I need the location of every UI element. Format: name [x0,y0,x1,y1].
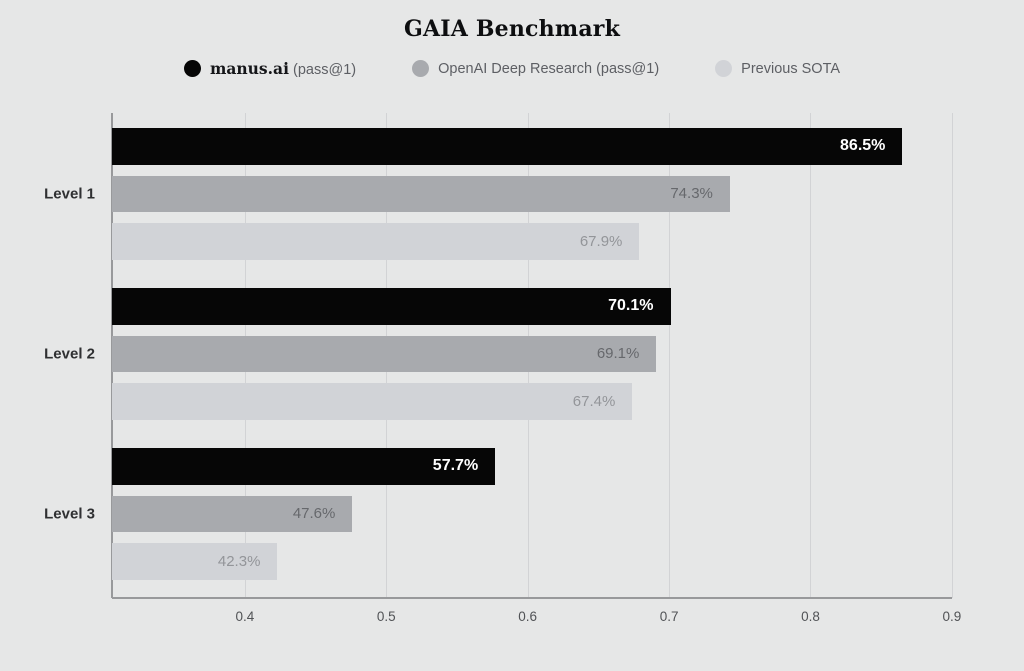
legend-item-openai-deep-research: OpenAI Deep Research (pass@1) [412,60,659,77]
bar-openai-deep-research-level-3: 47.6% [112,495,353,532]
gridline [810,113,812,598]
legend-label: Previous SOTA [741,60,841,77]
x-tick-label: 0.4 [235,609,255,624]
gridline [951,113,953,598]
x-tick-label: 0.8 [801,609,820,624]
legend-label: manus.ai (pass@1) [209,59,357,78]
bar-manus-ai-level-2: 70.1% [112,288,671,325]
x-axis-line [112,597,952,599]
legend-swatch-icon [183,60,201,77]
gridline [669,113,671,598]
bar-openai-deep-research-level-1: 74.3% [112,175,730,212]
plot-area: 0.4 0.5 0.6 0.7 0.8 0.9 86.5% 74.3% 67.9% Level 1… [44,113,1024,624]
x-tick-label: 0.7 [659,609,679,624]
bar-value-label: 67.9% [579,232,623,250]
bar-value-label: 86.5% [840,137,886,155]
legend-label: OpenAI Deep Research (pass@1) [438,60,660,77]
legend-swatch-icon [715,60,733,77]
x-tick-label: 0.9 [942,609,962,624]
bar-value-label: 69.1% [596,345,640,363]
bar-value-label: 74.3% [670,185,713,203]
bar-previous-sota-level-1: 67.9% [112,223,640,260]
x-tick-label: 0.5 [376,609,396,624]
x-tick-label: 0.6 [518,609,538,624]
bar-value-label: 47.6% [292,505,336,523]
category-label-level-3: Level 3 [44,505,95,523]
bar-value-label: 67.4% [572,392,616,410]
bar-value-label: 70.1% [608,297,654,315]
bar-previous-sota-level-2: 67.4% [112,383,633,420]
bar-manus-ai-level-3: 57.7% [112,448,496,485]
bar-value-label: 42.3% [217,552,261,570]
legend-item-previous-sota: Previous SOTA [715,60,840,77]
bar-manus-ai-level-1: 86.5% [112,128,903,165]
category-label-level-2: Level 2 [44,345,95,363]
bar-previous-sota-level-3: 42.3% [112,543,278,580]
legend-swatch-icon [412,60,430,77]
chart-title: GAIA Benchmark [403,16,621,42]
category-label-level-1: Level 1 [44,185,95,203]
legend-item-manus-ai: manus.ai (pass@1) [183,59,357,78]
bar-value-label: 57.7% [432,457,479,475]
chart-legend: manus.ai (pass@1) OpenAI Deep Research (p… [0,59,1024,78]
bar-openai-deep-research-level-2: 69.1% [112,335,657,372]
